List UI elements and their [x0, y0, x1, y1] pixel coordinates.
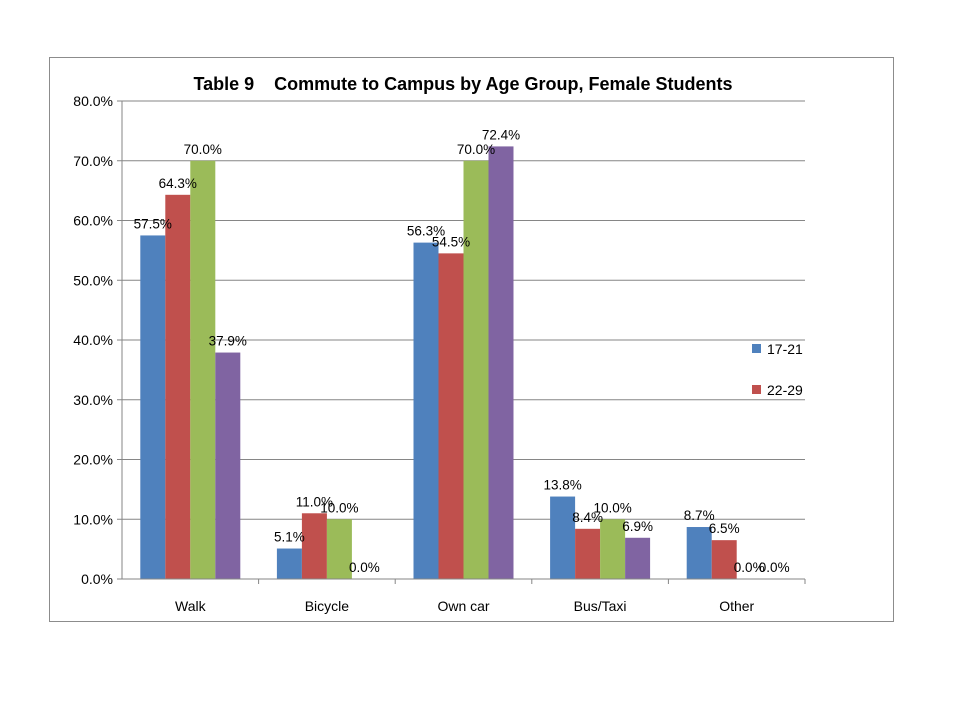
data-label: 57.5%: [134, 216, 172, 231]
y-tick-label: 20.0%: [73, 452, 113, 468]
data-label: 54.5%: [432, 234, 470, 249]
bar: [276, 548, 302, 579]
legend-swatch: [752, 385, 761, 394]
legend-swatch: [752, 344, 761, 353]
legend: 17-21 22-29: [752, 341, 803, 398]
bar: [711, 540, 737, 579]
x-tick-label: Other: [719, 598, 754, 614]
legend-label: 17-21: [767, 341, 803, 357]
axes: 0.0% 10.0% 20.0% 30.0% 40.0% 50.0% 60.0% 70.0% 8…: [73, 93, 806, 614]
bar: [600, 519, 626, 579]
bar: [215, 352, 241, 579]
x-tick-label: Bus/Taxi: [574, 598, 627, 614]
data-label: 8.7%: [684, 508, 715, 523]
bar: [625, 537, 651, 579]
data-label: 72.4%: [482, 127, 520, 142]
y-tick-label: 80.0%: [73, 93, 113, 109]
bar: [488, 146, 514, 579]
data-label: 11.0%: [296, 494, 333, 509]
data-label: 37.9%: [209, 334, 247, 349]
bar: [413, 242, 439, 580]
data-label: 6.5%: [709, 521, 740, 536]
bar: [165, 194, 191, 579]
y-tick-label: 40.0%: [73, 332, 113, 348]
y-tick-label: 60.0%: [73, 213, 113, 229]
bar: [301, 513, 327, 579]
data-label: 13.8%: [543, 478, 581, 493]
chart-frame: Table 9 Commute to Campus by Age Group, …: [49, 57, 894, 622]
bar: [575, 528, 601, 579]
x-tick-label: Own car: [437, 598, 489, 614]
data-label: 70.0%: [184, 142, 222, 157]
bar: [463, 160, 489, 579]
data-label: 70.0%: [457, 142, 495, 157]
x-tick-label: Bicycle: [305, 598, 350, 614]
data-label: 6.9%: [622, 519, 653, 534]
x-tick-label: Walk: [175, 598, 207, 614]
data-label: 0.0%: [349, 560, 380, 575]
data-label: 5.1%: [274, 530, 305, 545]
data-labels: 57.5%64.3%70.0%37.9%5.1%11.0%10.0%0.0%56…: [134, 127, 790, 575]
data-label: 10.0%: [593, 500, 631, 515]
bar: [686, 527, 712, 579]
y-tick-label: 50.0%: [73, 272, 113, 288]
y-tick-label: 0.0%: [81, 571, 113, 587]
data-label: 10.0%: [320, 500, 358, 515]
y-tick-label: 70.0%: [73, 153, 113, 169]
data-label: 56.3%: [407, 224, 445, 239]
legend-label: 22-29: [767, 382, 803, 398]
data-label: 8.4%: [572, 510, 603, 525]
bar: [550, 496, 576, 579]
bars: [140, 146, 737, 580]
chart-title: Table 9 Commute to Campus by Age Group, …: [193, 74, 732, 94]
bar: [190, 160, 216, 579]
data-label: 64.3%: [159, 176, 197, 191]
data-label: 0.0%: [734, 560, 765, 575]
y-tick-label: 10.0%: [73, 511, 113, 527]
y-tick-label: 30.0%: [73, 392, 113, 408]
bar: [140, 235, 166, 579]
bar-chart: Table 9 Commute to Campus by Age Group, …: [73, 74, 806, 614]
data-label: 0.0%: [759, 560, 790, 575]
bar: [438, 253, 464, 580]
bar: [326, 519, 352, 579]
